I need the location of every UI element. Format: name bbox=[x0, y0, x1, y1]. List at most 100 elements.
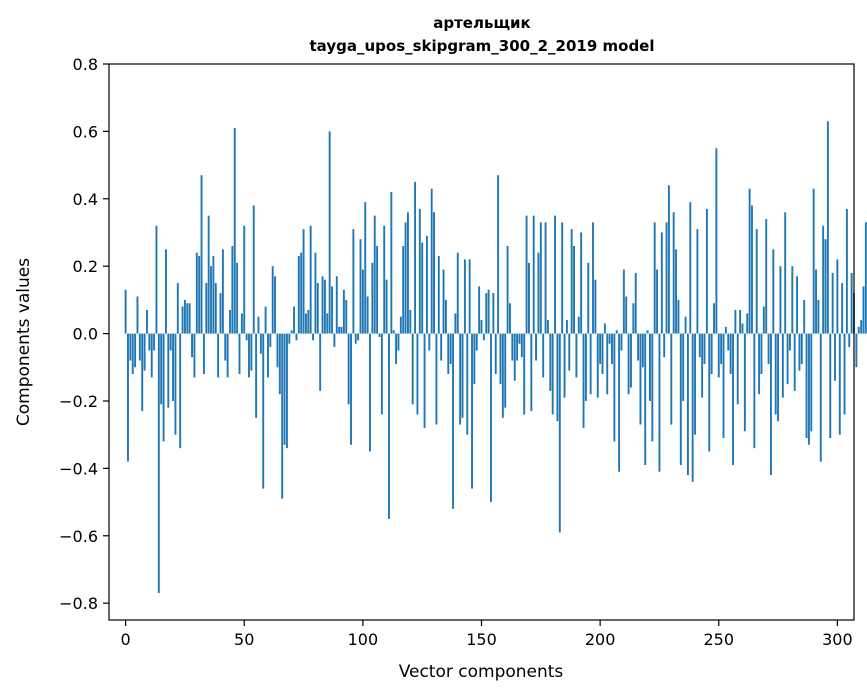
bar bbox=[855, 333, 858, 368]
bar bbox=[131, 333, 134, 375]
bar bbox=[376, 245, 379, 334]
bar bbox=[753, 333, 756, 449]
bar bbox=[278, 333, 281, 395]
bar bbox=[606, 333, 609, 395]
bar bbox=[625, 296, 628, 334]
bar bbox=[807, 333, 810, 445]
bar bbox=[383, 225, 386, 334]
bar bbox=[670, 333, 673, 425]
bar bbox=[539, 222, 542, 334]
y-tick-label: −0.6 bbox=[59, 527, 98, 546]
bar bbox=[150, 333, 153, 378]
bar bbox=[480, 320, 483, 334]
bar bbox=[762, 306, 765, 334]
bar bbox=[326, 313, 329, 334]
bar bbox=[369, 333, 371, 452]
bar bbox=[338, 326, 341, 334]
bar bbox=[836, 259, 839, 334]
bar bbox=[212, 256, 215, 334]
bar bbox=[703, 333, 706, 364]
bar bbox=[342, 289, 345, 334]
bar bbox=[649, 333, 651, 401]
bar bbox=[537, 252, 540, 334]
bar bbox=[191, 333, 193, 358]
y-tick-label: 0.4 bbox=[73, 190, 98, 209]
bar bbox=[309, 225, 312, 334]
bar bbox=[791, 266, 794, 334]
bar bbox=[297, 256, 300, 334]
bar bbox=[784, 212, 787, 334]
bar bbox=[371, 262, 374, 334]
bar bbox=[542, 333, 545, 378]
bar bbox=[136, 296, 139, 334]
bar bbox=[288, 333, 291, 344]
bar bbox=[169, 333, 172, 351]
bar bbox=[770, 333, 772, 476]
bar bbox=[245, 333, 248, 341]
bar bbox=[554, 215, 556, 334]
bar bbox=[229, 309, 231, 334]
bar bbox=[281, 333, 284, 499]
bar bbox=[530, 333, 533, 412]
bar bbox=[248, 333, 250, 378]
bar bbox=[805, 333, 808, 439]
bar bbox=[487, 289, 490, 334]
bar bbox=[810, 333, 813, 432]
bar bbox=[183, 299, 186, 334]
bar bbox=[264, 306, 267, 334]
bar bbox=[599, 333, 602, 364]
bar bbox=[157, 333, 160, 594]
bar bbox=[468, 259, 471, 334]
bar bbox=[224, 333, 227, 361]
bar bbox=[283, 333, 286, 445]
x-tick-label: 250 bbox=[703, 630, 734, 649]
chart-subtitle: tayga_upos_skipgram_300_2_2019 model bbox=[310, 37, 655, 55]
bar bbox=[202, 333, 205, 375]
bar bbox=[563, 333, 566, 398]
bar bbox=[129, 333, 132, 361]
bar bbox=[694, 333, 696, 435]
bar bbox=[819, 333, 822, 462]
bar bbox=[653, 222, 656, 334]
x-tick-label: 200 bbox=[585, 630, 616, 649]
bar bbox=[366, 296, 369, 334]
bar bbox=[231, 245, 234, 334]
bar bbox=[523, 333, 526, 415]
bar bbox=[518, 333, 521, 344]
bar bbox=[364, 202, 367, 334]
bar bbox=[544, 222, 547, 334]
bar bbox=[485, 293, 488, 334]
bar bbox=[722, 333, 725, 439]
bar bbox=[475, 333, 478, 351]
bar bbox=[461, 333, 464, 418]
bar bbox=[452, 333, 454, 509]
bar bbox=[573, 245, 575, 334]
bar bbox=[345, 299, 348, 334]
bar bbox=[584, 333, 587, 401]
bar bbox=[425, 235, 428, 334]
bar bbox=[831, 272, 834, 334]
bar bbox=[456, 252, 459, 334]
bar bbox=[143, 333, 146, 371]
bar bbox=[592, 222, 594, 334]
bar bbox=[340, 326, 343, 334]
bar bbox=[651, 333, 654, 442]
bar bbox=[715, 148, 718, 334]
bar bbox=[174, 333, 177, 435]
bar bbox=[862, 286, 865, 334]
bar bbox=[499, 333, 502, 385]
y-axis-label: Components values bbox=[14, 258, 34, 426]
bar bbox=[743, 333, 746, 432]
bar bbox=[532, 215, 535, 334]
bar bbox=[824, 239, 827, 334]
bar bbox=[198, 256, 201, 334]
bar bbox=[717, 333, 720, 378]
bar bbox=[675, 249, 678, 334]
bar bbox=[449, 333, 452, 364]
bar bbox=[421, 242, 424, 334]
bar bbox=[525, 215, 528, 334]
bar bbox=[535, 333, 538, 361]
bar bbox=[316, 283, 319, 334]
bar bbox=[274, 276, 277, 334]
